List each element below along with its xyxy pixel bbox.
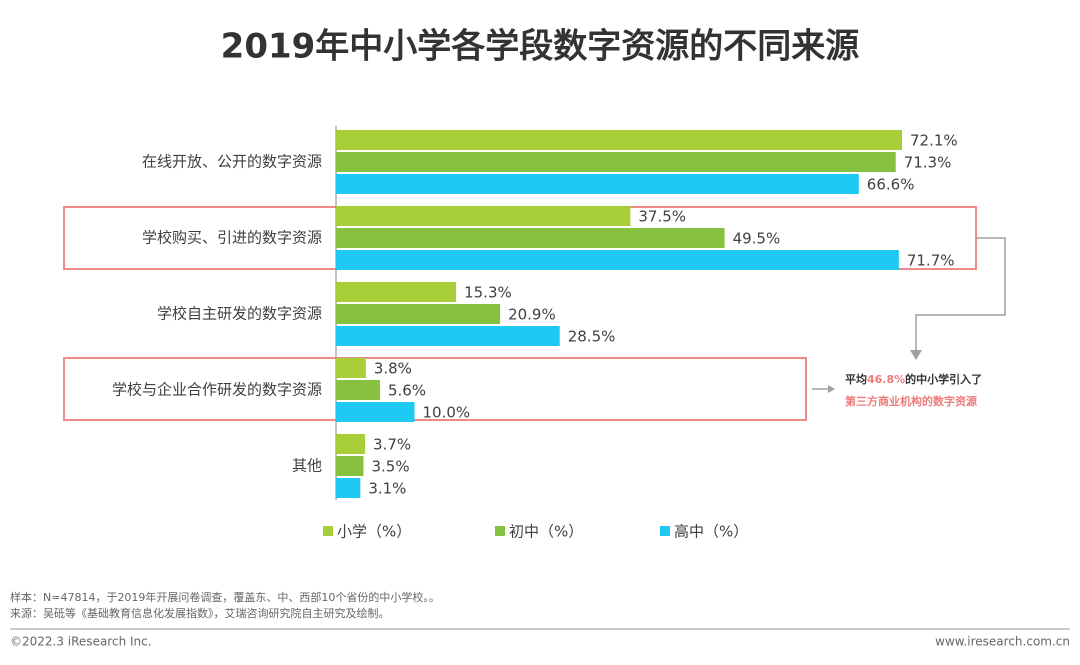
value-label: 72.1% bbox=[910, 132, 958, 150]
y-tick-label: 学校与企业合作研发的数字资源 bbox=[112, 381, 322, 399]
value-label: 3.8% bbox=[374, 360, 412, 378]
bar bbox=[336, 152, 896, 172]
highlight-box bbox=[63, 357, 807, 421]
bar bbox=[336, 130, 902, 150]
value-label: 20.9% bbox=[508, 306, 556, 324]
legend-label: 小学（%） bbox=[337, 523, 411, 541]
value-label: 37.5% bbox=[638, 208, 686, 226]
legend-label: 初中（%） bbox=[509, 523, 583, 541]
value-label: 3.1% bbox=[368, 480, 406, 498]
value-label: 28.5% bbox=[568, 328, 616, 346]
bar bbox=[336, 206, 631, 226]
bar bbox=[336, 326, 560, 346]
bar bbox=[336, 304, 501, 324]
footnote: 来源：吴砥等《基础教育信息化发展指数》，艾瑞咨询研究院自主研究及绘制。 bbox=[10, 606, 390, 620]
bar bbox=[336, 358, 366, 378]
chart-title: 2019年中小学各学段数字资源的不同来源 bbox=[221, 27, 860, 67]
annotation-text: 第三方商业机构的数字资源 bbox=[845, 394, 977, 408]
legend-swatch bbox=[495, 526, 505, 536]
legend-swatch bbox=[660, 526, 670, 536]
bar bbox=[336, 228, 725, 248]
arrow-head bbox=[828, 385, 835, 393]
bar bbox=[336, 174, 859, 194]
value-label: 71.7% bbox=[907, 252, 955, 270]
bar bbox=[336, 434, 366, 454]
annotation-text: 平均 bbox=[845, 372, 867, 386]
arrow-head bbox=[910, 350, 922, 360]
value-label: 49.5% bbox=[733, 230, 781, 248]
website: www.iresearch.com.cn bbox=[935, 635, 1070, 649]
legend-label: 高中（%） bbox=[674, 523, 748, 541]
y-tick-label: 其他 bbox=[292, 457, 322, 475]
legend-swatch bbox=[323, 526, 333, 536]
arrow bbox=[915, 237, 1006, 352]
bar bbox=[336, 402, 415, 422]
annotation-text: 的中小学引入了 bbox=[905, 372, 982, 386]
bar bbox=[336, 250, 899, 270]
value-label: 66.6% bbox=[867, 176, 915, 194]
annotation-highlight: 46.8% bbox=[867, 373, 905, 386]
y-tick-label: 在线开放、公开的数字资源 bbox=[142, 153, 322, 171]
bar bbox=[336, 282, 457, 302]
value-label: 3.5% bbox=[371, 458, 409, 476]
bar bbox=[336, 380, 380, 400]
value-label: 10.0% bbox=[423, 404, 471, 422]
y-tick-label: 学校购买、引进的数字资源 bbox=[142, 229, 322, 247]
copyright: ©2022.3 iResearch Inc. bbox=[10, 635, 152, 649]
value-label: 71.3% bbox=[904, 154, 952, 172]
y-tick-label: 学校自主研发的数字资源 bbox=[157, 305, 322, 323]
bar bbox=[336, 456, 364, 476]
annotation: 平均46.8%的中小学引入了 bbox=[845, 372, 982, 386]
bar bbox=[336, 478, 361, 498]
value-label: 15.3% bbox=[464, 284, 512, 302]
footnote: 样本：N=47814，于2019年开展问卷调查，覆盖东、中、西部10个省份的中小… bbox=[10, 590, 440, 604]
value-label: 3.7% bbox=[373, 436, 411, 454]
value-label: 5.6% bbox=[388, 382, 426, 400]
